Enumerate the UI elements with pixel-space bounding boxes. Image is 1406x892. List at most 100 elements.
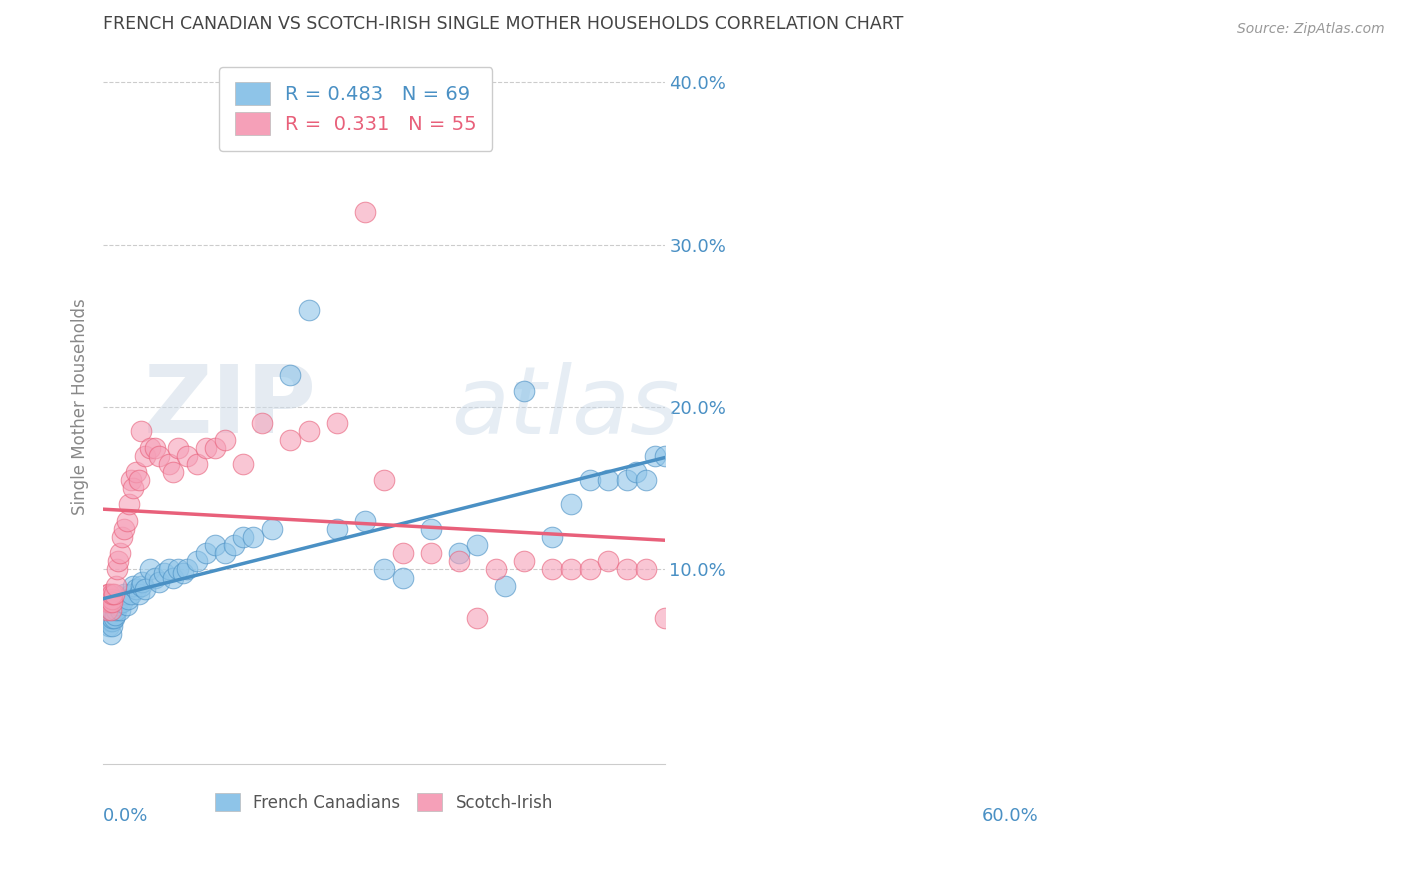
Point <box>541 530 564 544</box>
Point <box>97 607 120 622</box>
Point <box>634 562 657 576</box>
Point <box>195 546 218 560</box>
Point <box>195 441 218 455</box>
Point <box>634 473 657 487</box>
Point <box>224 538 246 552</box>
Point <box>101 595 124 609</box>
Point <box>108 603 131 617</box>
Text: atlas: atlas <box>451 361 679 452</box>
Point <box>101 619 124 633</box>
Point <box>101 603 124 617</box>
Point <box>616 473 638 487</box>
Point <box>616 562 638 576</box>
Y-axis label: Single Mother Households: Single Mother Households <box>72 299 89 516</box>
Point <box>100 615 122 629</box>
Point <box>104 607 127 622</box>
Point <box>513 554 536 568</box>
Point <box>97 587 120 601</box>
Point <box>214 433 236 447</box>
Point <box>447 546 470 560</box>
Point <box>125 582 148 596</box>
Point <box>278 433 301 447</box>
Point <box>176 449 198 463</box>
Point <box>117 591 139 606</box>
Text: 60.0%: 60.0% <box>983 807 1039 825</box>
Point <box>541 562 564 576</box>
Point <box>172 566 194 580</box>
Point <box>108 546 131 560</box>
Point <box>143 441 166 455</box>
Point <box>167 441 190 455</box>
Point <box>391 546 413 560</box>
Point <box>122 579 145 593</box>
Point <box>598 554 620 568</box>
Point <box>250 417 273 431</box>
Text: Source: ZipAtlas.com: Source: ZipAtlas.com <box>1237 22 1385 37</box>
Point <box>108 591 131 606</box>
Point <box>111 595 134 609</box>
Point <box>298 425 321 439</box>
Point <box>103 587 125 601</box>
Point <box>101 611 124 625</box>
Point <box>447 554 470 568</box>
Point <box>419 522 441 536</box>
Point <box>373 562 395 576</box>
Point <box>122 481 145 495</box>
Point <box>101 595 124 609</box>
Point <box>176 562 198 576</box>
Point <box>391 570 413 584</box>
Point <box>354 514 377 528</box>
Point <box>204 441 226 455</box>
Point <box>143 570 166 584</box>
Point <box>467 538 489 552</box>
Point <box>111 530 134 544</box>
Text: ZIP: ZIP <box>143 361 316 453</box>
Point <box>120 587 142 601</box>
Point <box>326 522 349 536</box>
Point <box>129 579 152 593</box>
Text: 0.0%: 0.0% <box>103 807 149 825</box>
Point <box>157 457 180 471</box>
Point <box>204 538 226 552</box>
Point <box>128 587 150 601</box>
Point <box>103 611 125 625</box>
Point <box>107 595 129 609</box>
Point <box>107 554 129 568</box>
Point <box>626 465 648 479</box>
Point <box>120 473 142 487</box>
Point <box>278 368 301 382</box>
Legend: French Canadians, Scotch-Irish: French Canadians, Scotch-Irish <box>207 785 561 821</box>
Point <box>97 619 120 633</box>
Point <box>513 384 536 398</box>
Point <box>96 603 118 617</box>
Point <box>485 562 508 576</box>
Point <box>419 546 441 560</box>
Point <box>118 498 141 512</box>
Point <box>100 611 122 625</box>
Point <box>115 598 138 612</box>
Point <box>97 595 120 609</box>
Point <box>373 473 395 487</box>
Point <box>560 562 582 576</box>
Point <box>232 457 254 471</box>
Point <box>260 522 283 536</box>
Point <box>134 582 156 596</box>
Point <box>98 607 121 622</box>
Point <box>98 615 121 629</box>
Point <box>100 627 122 641</box>
Point <box>98 595 121 609</box>
Point <box>128 473 150 487</box>
Point <box>129 425 152 439</box>
Point <box>167 562 190 576</box>
Point <box>214 546 236 560</box>
Point <box>354 205 377 219</box>
Point <box>153 566 176 580</box>
Point <box>578 562 600 576</box>
Point <box>298 302 321 317</box>
Point <box>148 575 170 590</box>
Point <box>134 449 156 463</box>
Point <box>105 603 128 617</box>
Point <box>578 473 600 487</box>
Point <box>105 562 128 576</box>
Point <box>242 530 264 544</box>
